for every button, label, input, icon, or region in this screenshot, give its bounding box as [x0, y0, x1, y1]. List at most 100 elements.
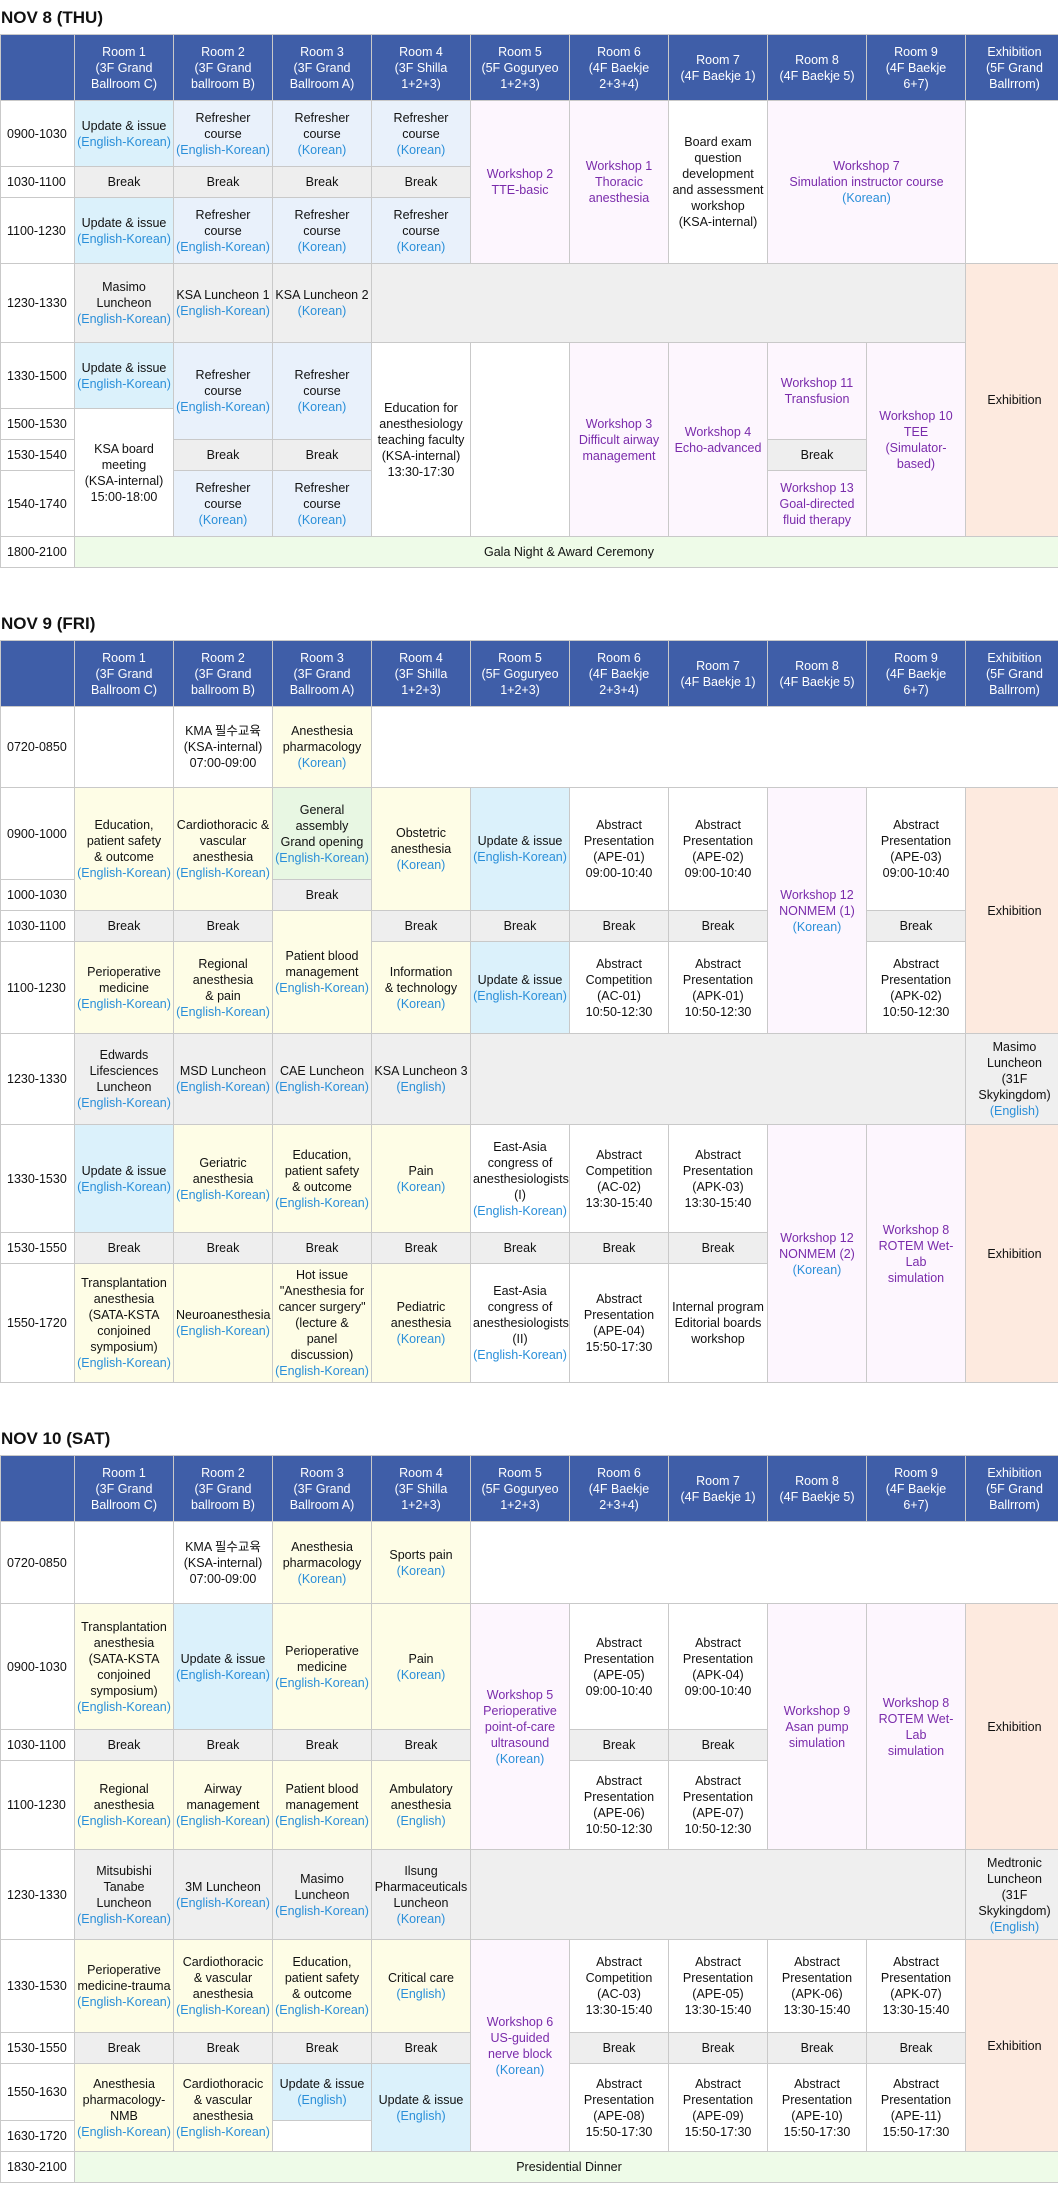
session-title: Abstract Presentation (APE-04) 15:50-17:30 — [583, 1292, 655, 1354]
time-row: 1550-1630 Anesthesia pharmacology- NMB (Engl… — [0, 2063, 1058, 2152]
session-title: Exhibition — [987, 393, 1042, 407]
session-title: Exhibition — [987, 1719, 1042, 1734]
language-label: (English-Korean) — [473, 850, 567, 864]
session-cell: Pain (Korean) — [371, 1603, 471, 1730]
session-title: Break — [206, 2041, 240, 2055]
session-title: Anesthesia pharmacology- NMB — [82, 2076, 166, 2123]
session-title: Exhibition — [987, 903, 1042, 918]
session-cell: General assembly Grand opening (English-Kor… — [272, 787, 372, 880]
session-cell: Refresher course (Korean) — [371, 100, 471, 167]
workshop-title: Workshop 10 TEE (Simulator-based) — [879, 408, 953, 471]
session-title: Break — [305, 2041, 339, 2055]
session-cell: Update & issue (English) — [371, 2063, 471, 2152]
workshop-cell: Workshop 6 US-guided nerve block (Korean) — [470, 1939, 570, 2152]
language-label: (Korean) — [396, 996, 446, 1011]
language-label: (English) — [396, 1814, 446, 1828]
break-cell: Break — [470, 910, 570, 942]
session-cell: Abstract Competition (AC-01) 10:50-12:30 — [569, 941, 669, 1034]
session-title: Break — [404, 2041, 438, 2055]
session-title: CAE Luncheon — [279, 1064, 365, 1078]
workshop-title: Workshop 12 NONMEM (1) — [779, 887, 855, 918]
session-title: Masimo Luncheon — [294, 1871, 350, 1902]
workshop-cell: Workshop 8 ROTEM Wet-Lab simulation — [866, 1124, 966, 1383]
time-row: 1330-1530 Perioperative medicine-trauma (En… — [0, 1939, 1058, 2152]
workshop-cell: Workshop 5 Perioperative point-of-care ultr… — [470, 1603, 570, 1850]
workshop-title: Workshop 11 Transfusion — [780, 376, 854, 406]
session-title: Update & issue — [81, 360, 167, 375]
session-title: Update & issue — [81, 215, 167, 230]
session-title: Break — [404, 1738, 438, 1752]
session-cell: East-Asia congress of anesthesiologists (II… — [470, 1263, 570, 1383]
session-cell: Pain (Korean) — [371, 1124, 471, 1233]
language-label: (English-Korean) — [176, 1895, 270, 1910]
session-cell: Abstract Presentation (APE-11) 15:50-17:30 — [866, 2063, 966, 2152]
time-slot: 1330-1500 — [0, 342, 75, 409]
exhibition-cell: Exhibition — [965, 787, 1058, 1034]
time-row: 1330-1500 Update & issue (English-Korean) R… — [0, 342, 1058, 537]
session-cell: Education, patient safety & outcome (Englis… — [74, 787, 174, 911]
session-title: Abstract Competition (AC-03) 13:30-15:40 — [585, 1955, 653, 2017]
language-label: (English-Korean) — [275, 981, 369, 995]
break-cell: Break — [371, 166, 471, 198]
language-label: (Korean) — [198, 512, 248, 527]
break-cell: Break — [272, 166, 372, 198]
session-title: Break — [701, 2041, 735, 2055]
language-label: (Korean) — [396, 1563, 446, 1578]
workshop-title: Workshop 2 TTE-basic — [486, 167, 554, 197]
session-title: Patient blood management — [285, 949, 359, 979]
time-row: 1550-1720 Transplantation anesthesia (SATA-… — [0, 1263, 1058, 1383]
session-title: Internal program Editorial boards workshop — [672, 1300, 764, 1346]
workshop-cell: Workshop 4 Echo-advanced — [668, 342, 768, 537]
time-row: 1530-1540 Break Break Break — [0, 439, 1058, 471]
session-cell: Update & issue (English-Korean) — [173, 1603, 273, 1730]
time-slot: 1530-1540 — [0, 439, 75, 471]
language-label: (Korean) — [297, 1571, 347, 1586]
session-title: Masimo Luncheon — [96, 280, 152, 310]
session-title: Exhibition — [987, 2038, 1042, 2053]
time-slot: 1500-1530 — [0, 408, 75, 440]
session-title: Perioperative medicine — [285, 1643, 359, 1674]
language-label: (English-Korean) — [77, 2124, 171, 2139]
break-cell: Break — [371, 1729, 471, 1761]
session-title: Masimo Luncheon (31F Skykingdom) — [978, 1040, 1051, 1102]
session-title: Sports pain — [389, 1547, 453, 1562]
session-title: Refresher course — [195, 110, 251, 141]
session-cell: Transplantation anesthesia (SATA-KSTA conjo… — [74, 1603, 174, 1730]
session-title: Refresher course — [294, 368, 350, 398]
session-title: Pain — [408, 1651, 434, 1666]
session-cell: KMA 필수교육 (KSA-internal) 07:00-09:00 — [173, 706, 273, 788]
room-header: Room 7 (4F Baekje 1) — [668, 1455, 768, 1522]
session-title: KMA 필수교육 (KSA-internal) 07:00-09:00 — [183, 724, 263, 770]
session-cell: Perioperative medicine (English-Korean) — [272, 1603, 372, 1730]
session-cell: KSA board meeting (KSA-internal) 15:00-18:0… — [74, 408, 174, 537]
empty-cell — [470, 1849, 966, 1940]
time-row: 1330-1530 Update & issue (English-Korean) G… — [0, 1124, 1058, 1383]
language-label: (English-Korean) — [77, 1814, 171, 1828]
session-title: Anesthesia pharmacology — [282, 1539, 362, 1570]
schedule-table: Room 1 (3F Grand Ballroom C) Room 2 (3F Gran… — [0, 640, 1058, 1383]
session-cell: Abstract Presentation (APE-03) 09:00-10:40 — [866, 787, 966, 911]
language-label: (English-Korean) — [176, 142, 270, 157]
session-title: Update & issue — [378, 2092, 464, 2107]
session-cell: Education, patient safety & outcome (Englis… — [272, 1124, 372, 1233]
language-label: (English-Korean) — [77, 1356, 171, 1370]
day-title: NOV 8 (THU) — [1, 8, 103, 27]
break-cell: Break — [74, 166, 174, 198]
language-label: (Korean) — [297, 239, 347, 254]
session-title: Pain — [408, 1163, 434, 1178]
session-cell: Anesthesia pharmacology- NMB (English-Korea… — [74, 2063, 174, 2152]
session-title: Break — [701, 1241, 735, 1255]
language-label: (English-Korean) — [275, 1364, 369, 1378]
session-cell: Critical care (English) — [371, 1939, 471, 2033]
room-header: Room 8 (4F Baekje 5) — [767, 640, 867, 707]
session-cell: East-Asia congress of anesthesiologists (I)… — [470, 1124, 570, 1233]
session-title: Break — [503, 919, 537, 933]
session-cell: Education for anesthesiology teaching facu… — [371, 342, 471, 537]
workshop-cell: Workshop 12 NONMEM (2) (Korean) — [767, 1124, 867, 1383]
session-title: Transplantation anesthesia (SATA-KSTA conjo… — [81, 1619, 167, 1698]
session-title: Break — [107, 1241, 141, 1255]
session-title: Pediatric anesthesia — [390, 1300, 452, 1330]
room-header: Room 3 (3F Grand Ballroom A) — [272, 640, 372, 707]
schedule-table: Room 1 (3F Grand Ballroom C) Room 2 (3F Gran… — [0, 1455, 1058, 2183]
